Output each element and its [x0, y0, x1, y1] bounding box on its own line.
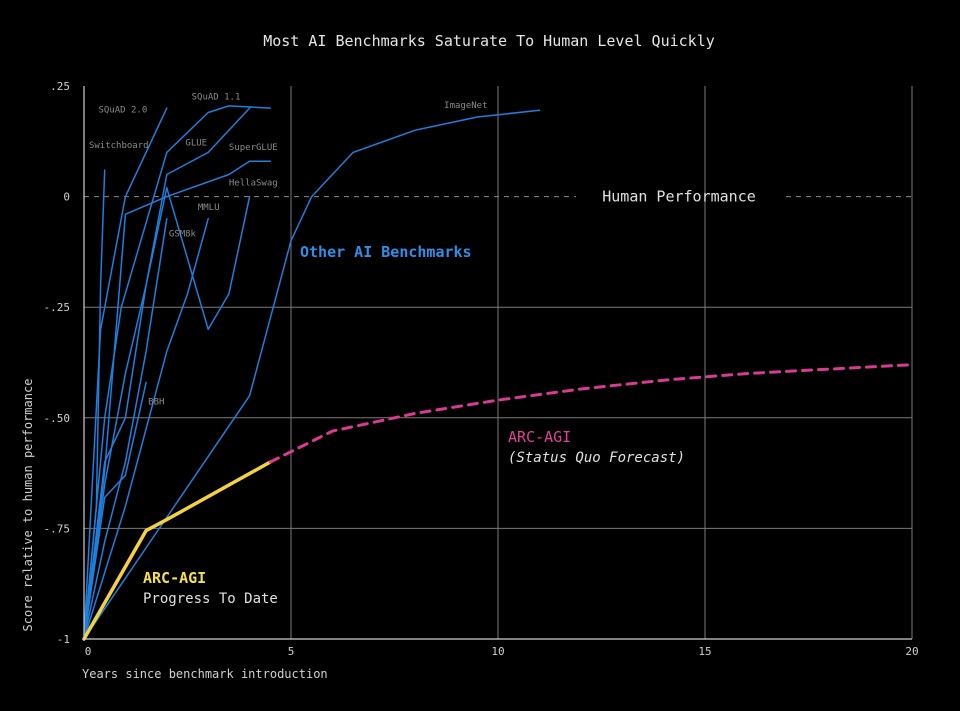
benchmark-line	[83, 217, 209, 640]
series-name-label: SQuAD 1.1	[192, 92, 241, 102]
series-labels: Switchboard SQuAD 2.0 SQuAD 1.1 GLUE SuperGL…	[89, 92, 488, 407]
x-tick-label: 20	[905, 645, 918, 658]
y-tick-label: -.75	[44, 522, 71, 535]
human-performance-label: Human Performance	[602, 188, 756, 206]
arc-forecast-subtitle: (Status Quo Forecast)	[508, 450, 685, 466]
series-name-label: ImageNet	[444, 101, 487, 111]
series-name-label: HellaSwag	[229, 179, 278, 189]
x-tick-label: 5	[288, 645, 295, 658]
benchmark-line	[83, 105, 272, 640]
series-name-label: Switchboard	[89, 141, 149, 151]
arc-progress-title: ARC-AGI	[143, 569, 206, 587]
series-name-label: SuperGLUE	[229, 143, 278, 153]
benchmark-line	[83, 381, 147, 640]
benchmark-line	[83, 109, 541, 640]
y-tick-label: .25	[50, 80, 70, 93]
x-tick-label: 15	[698, 645, 711, 658]
series-group	[82, 105, 914, 641]
arc-progress-subtitle: Progress To Date	[143, 591, 278, 607]
series-name-label: GLUE	[185, 139, 207, 149]
axes: -1 -.75 -.50 -.25 0 .25 0 5 10 15 20	[44, 80, 919, 658]
x-tick-label: 0	[85, 645, 92, 658]
y-tick-label: 0	[63, 191, 70, 204]
benchmark-line	[83, 160, 272, 640]
benchmark-line	[83, 217, 168, 640]
series-name-label: MMLU	[198, 203, 220, 213]
other-benchmarks-label: Other AI Benchmarks	[300, 243, 472, 261]
benchmark-line	[83, 187, 251, 640]
y-axis-label: Score relative to human performance	[21, 379, 35, 632]
chart-title: Most AI Benchmarks Saturate To Human Lev…	[263, 32, 715, 50]
series-name-label: BBH	[148, 398, 164, 408]
arc-forecast-title: ARC-AGI	[508, 428, 571, 446]
arc-agi-forecast-line	[268, 363, 914, 464]
series-name-label: GSM8k	[169, 229, 197, 239]
series-name-label: SQuAD 2.0	[98, 106, 147, 116]
arc-agi-progress-line	[82, 460, 273, 641]
y-tick-label: -.25	[44, 301, 71, 314]
y-tick-label: -.50	[44, 412, 71, 425]
x-axis-label: Years since benchmark introduction	[82, 667, 328, 681]
x-tick-label: 10	[491, 645, 504, 658]
benchmark-line	[83, 107, 168, 640]
grid	[84, 86, 913, 639]
y-tick-label: -1	[57, 633, 70, 646]
